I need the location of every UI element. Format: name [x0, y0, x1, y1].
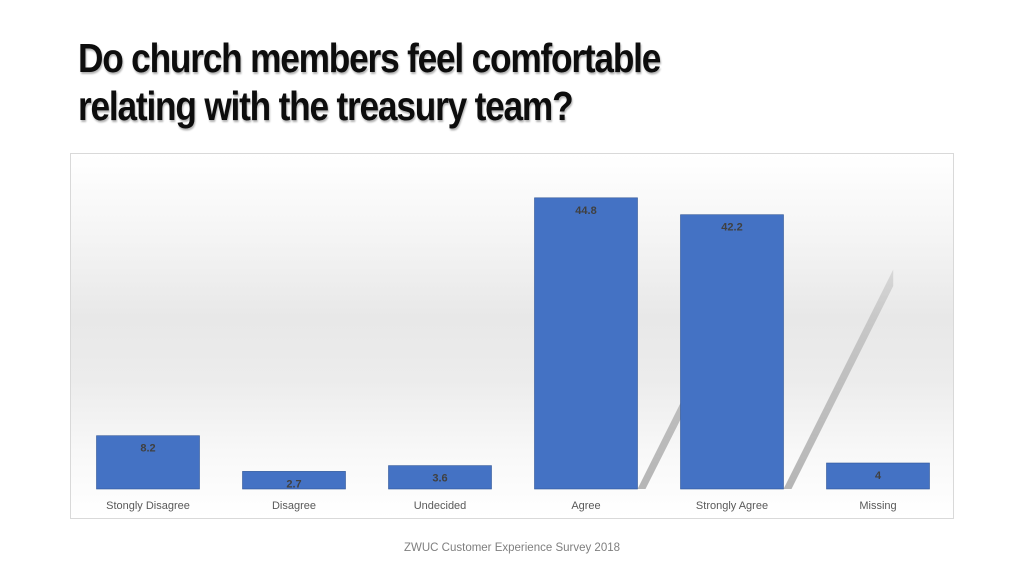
bar-shadow — [783, 269, 894, 489]
x-tick-label: Stongly Disagree — [106, 500, 190, 512]
x-tick-label: Undecided — [414, 500, 467, 512]
x-tick-label: Missing — [859, 500, 896, 512]
slide-title-line-1: Do church members feel comfortable — [78, 35, 661, 81]
bar-chart: 8.2 2.7 3.6 44.8 42.2 4 Stongly Disagree Disag… — [96, 197, 930, 512]
data-label: 2.7 — [286, 478, 301, 490]
bar-undecided — [388, 465, 492, 490]
slide-title-line-2: relating with the treasury team? — [78, 83, 574, 129]
bar-strongly-agree — [680, 214, 784, 490]
footer-source: ZWUC Customer Experience Survey 2018 — [403, 542, 621, 554]
slide-title: Do church members feel comfortable relat… — [78, 34, 783, 130]
data-label: 4 — [875, 470, 882, 482]
bar-disagree — [242, 471, 346, 490]
data-label: 3.6 — [432, 473, 447, 485]
x-tick-label: Disagree — [272, 500, 316, 512]
bar-missing — [826, 462, 930, 490]
data-label: 44.8 — [575, 205, 596, 217]
data-label: 8.2 — [140, 443, 155, 455]
bar-agree — [534, 197, 638, 490]
chart-area: 8.2 2.7 3.6 44.8 42.2 4 Stongly Disagree Disag… — [70, 153, 954, 519]
bar-stongly-disagree — [96, 435, 200, 490]
x-tick-label: Strongly Agree — [696, 500, 768, 512]
data-label: 42.2 — [721, 222, 742, 234]
x-tick-label: Agree — [571, 500, 600, 512]
